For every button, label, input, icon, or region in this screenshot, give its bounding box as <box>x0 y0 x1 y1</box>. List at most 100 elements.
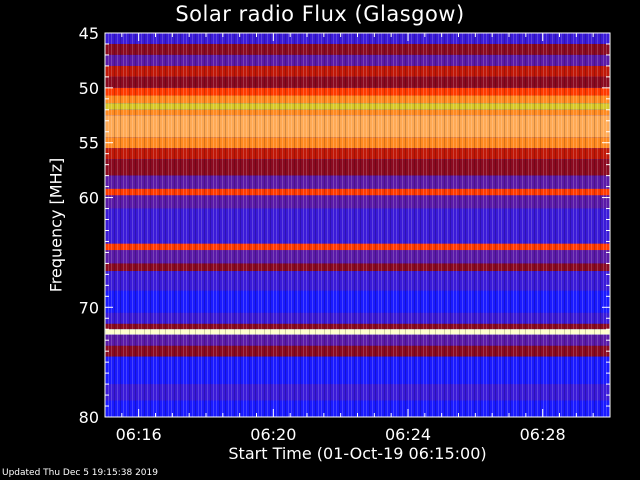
texture-stripe <box>504 33 505 417</box>
texture-stripe <box>477 33 478 417</box>
texture-stripe <box>366 33 367 417</box>
y-tick-label-50: 50 <box>79 79 99 98</box>
texture-stripe <box>579 33 580 417</box>
texture-stripe <box>192 33 193 417</box>
texture-stripe <box>204 33 205 417</box>
texture-stripe <box>168 33 169 417</box>
texture-stripe <box>540 33 541 417</box>
x-tick-label-0: 06:16 <box>116 425 162 444</box>
texture-stripe <box>150 33 151 417</box>
texture-stripe <box>501 33 502 417</box>
band-10 <box>105 137 610 149</box>
texture-stripe <box>156 33 157 417</box>
texture-stripe <box>132 33 133 417</box>
texture-stripe <box>552 33 553 417</box>
texture-stripe <box>162 33 163 417</box>
texture-stripe <box>147 33 148 417</box>
texture-stripe <box>219 33 220 417</box>
texture-stripe <box>345 33 346 417</box>
band-5 <box>105 87 610 96</box>
texture-stripe <box>378 33 379 417</box>
texture-stripe <box>408 33 409 417</box>
band-16 <box>105 208 610 225</box>
band-15 <box>105 195 610 209</box>
texture-stripe <box>300 33 301 417</box>
texture-stripe <box>597 33 598 417</box>
texture-stripe <box>273 33 274 417</box>
texture-stripe <box>153 33 154 417</box>
texture-stripe <box>558 33 559 417</box>
texture-stripe <box>492 33 493 417</box>
texture-stripe <box>288 33 289 417</box>
texture-stripe <box>519 33 520 417</box>
band-25 <box>105 329 610 335</box>
band-20 <box>105 263 610 272</box>
texture-stripe <box>171 33 172 417</box>
texture-stripe <box>336 33 337 417</box>
texture-stripe <box>570 33 571 417</box>
texture-stripe <box>243 33 244 417</box>
y-tick-label-80: 80 <box>79 408 99 427</box>
texture-stripe <box>279 33 280 417</box>
texture-stripe <box>534 33 535 417</box>
texture-stripe <box>249 33 250 417</box>
texture-stripe <box>129 33 130 417</box>
texture-stripe <box>327 33 328 417</box>
texture-stripe <box>312 33 313 417</box>
band-3 <box>105 65 610 77</box>
texture-stripe <box>165 33 166 417</box>
texture-stripe <box>393 33 394 417</box>
texture-stripe <box>228 33 229 417</box>
texture-stripe <box>255 33 256 417</box>
texture-stripe <box>210 33 211 417</box>
texture-stripe <box>564 33 565 417</box>
texture-stripe <box>174 33 175 417</box>
band-0 <box>105 33 610 44</box>
texture-stripe <box>297 33 298 417</box>
band-9 <box>105 115 610 138</box>
texture-stripe <box>585 33 586 417</box>
texture-stripe <box>354 33 355 417</box>
texture-stripe <box>333 33 334 417</box>
texture-stripe <box>546 33 547 417</box>
y-tick-label-55: 55 <box>79 134 99 153</box>
texture-stripe <box>111 33 112 417</box>
texture-stripe <box>282 33 283 417</box>
texture-stripe <box>417 33 418 417</box>
texture-stripe <box>420 33 421 417</box>
updated-timestamp: Updated Thu Dec 5 19:15:38 2019 <box>2 468 158 478</box>
texture-stripe <box>372 33 373 417</box>
texture-stripe <box>177 33 178 417</box>
band-7 <box>105 103 610 110</box>
band-26 <box>105 334 610 346</box>
texture-stripe <box>486 33 487 417</box>
texture-stripe <box>198 33 199 417</box>
texture-stripe <box>573 33 574 417</box>
texture-stripe <box>462 33 463 417</box>
texture-stripe <box>309 33 310 417</box>
texture-stripe <box>603 33 604 417</box>
band-28 <box>105 356 610 385</box>
x-axis-label: Start Time (01-Oct-19 06:15:00) <box>228 444 487 463</box>
texture-stripe <box>363 33 364 417</box>
band-29 <box>105 384 610 401</box>
texture-stripe <box>369 33 370 417</box>
texture-stripe <box>561 33 562 417</box>
texture-stripe <box>498 33 499 417</box>
texture-stripe <box>411 33 412 417</box>
texture-stripe <box>450 33 451 417</box>
texture-stripe <box>483 33 484 417</box>
texture-stripe <box>384 33 385 417</box>
texture-stripe <box>195 33 196 417</box>
texture-stripe <box>438 33 439 417</box>
texture-stripe <box>456 33 457 417</box>
band-14 <box>105 188 610 196</box>
band-27 <box>105 345 610 357</box>
texture-stripe <box>123 33 124 417</box>
band-8 <box>105 109 610 116</box>
texture-stripe <box>291 33 292 417</box>
chart-title: Solar radio Flux (Glasgow) <box>175 2 465 26</box>
texture-stripe <box>108 33 109 417</box>
texture-stripe <box>351 33 352 417</box>
texture-stripe <box>522 33 523 417</box>
